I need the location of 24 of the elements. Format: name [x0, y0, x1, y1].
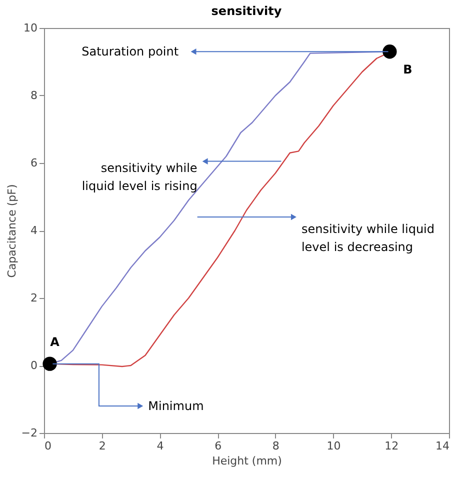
x-tick-label: 0 [44, 440, 52, 452]
y-tick-label: 6 [30, 156, 38, 170]
x-tick-label: 10 [326, 440, 341, 452]
chart-title: sensitivity [211, 4, 282, 18]
x-tick-label: 6 [214, 440, 222, 452]
y-tick-label: 2 [30, 292, 38, 304]
y-tick-label: 10 [24, 22, 38, 34]
y-tick-label: 8 [30, 89, 38, 102]
annotation: Minimum [148, 399, 204, 413]
x-tick-label: 14 [436, 440, 450, 452]
y-axis-title: Capacitance (pF) [5, 184, 18, 278]
annotation: sensitivity while liquid level is rising [82, 161, 198, 194]
y-tick-label: 4 [30, 224, 38, 237]
annotation: B [403, 62, 412, 77]
x-tick-label: 12 [384, 440, 399, 452]
x-tick-label: 8 [272, 440, 280, 452]
y-tick-label: −2 [21, 426, 38, 440]
x-axis-title: Height (mm) [212, 454, 282, 468]
x-tick-label: 4 [156, 440, 164, 452]
x-tick-label: 2 [98, 440, 106, 452]
y-tick-label: 0 [30, 359, 38, 372]
annotation: Saturation point [82, 44, 179, 59]
annotation: sensitivity while liquid level is decreasing [301, 222, 435, 254]
annotation: A [50, 334, 60, 349]
